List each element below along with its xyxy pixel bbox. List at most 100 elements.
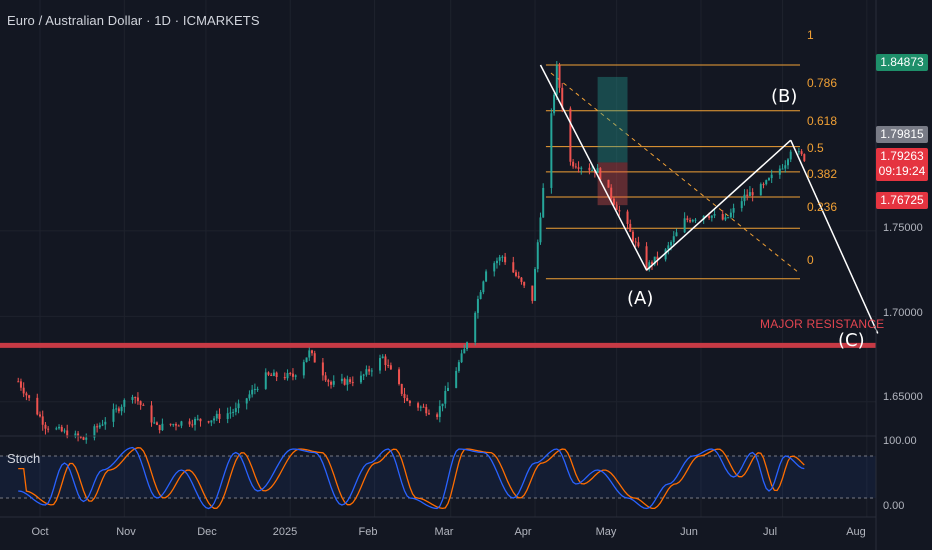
candle-body	[632, 232, 634, 242]
candle-body	[482, 281, 484, 292]
candle-body	[798, 151, 800, 152]
candle-body	[267, 372, 269, 374]
candle-body	[496, 261, 498, 263]
candle-body	[227, 413, 229, 419]
candle-body	[327, 380, 329, 382]
stop-price-tag: 1.76725	[876, 192, 928, 209]
candle-body	[477, 299, 479, 313]
candle-body	[235, 408, 237, 412]
stochastic-label: Stoch	[7, 451, 40, 466]
candle-body	[461, 353, 463, 362]
fib-level-label: 0.382	[807, 167, 837, 181]
candle-body	[382, 357, 384, 359]
candle-body	[102, 424, 104, 425]
candle-body	[273, 373, 275, 376]
candle-body	[733, 208, 735, 213]
candle-body	[229, 413, 231, 414]
x-tick-label: Nov	[116, 526, 136, 538]
candle-body	[208, 421, 210, 422]
candle-body	[782, 169, 784, 170]
candle-body	[629, 224, 631, 232]
candle-body	[199, 419, 201, 421]
candle-body	[787, 159, 789, 165]
candle-body	[428, 413, 430, 414]
candle-body	[153, 422, 155, 423]
candle-body	[537, 242, 539, 269]
candle-body	[743, 195, 745, 201]
candle-body	[637, 242, 639, 246]
major-resistance-label: MAJOR RESISTANCE	[760, 317, 884, 331]
candle-body	[55, 428, 57, 429]
chart-title: Euro / Australian Dollar · 1D · ICMARKET…	[7, 13, 260, 28]
candle-body	[333, 381, 335, 385]
candle-body	[444, 391, 446, 404]
candle-body	[368, 369, 370, 371]
candle-body	[363, 375, 365, 376]
candle-body	[542, 188, 544, 217]
candle-body	[23, 388, 25, 394]
last-price-tag: 1.79263 09:19:24	[876, 148, 928, 181]
candle-body	[232, 412, 234, 413]
candle-body	[159, 425, 161, 430]
x-tick-label: Aug	[846, 526, 866, 538]
candle-body	[550, 113, 552, 188]
candle-body	[591, 170, 593, 171]
candle-body	[156, 422, 158, 424]
candle-body	[134, 397, 136, 398]
candle-body	[692, 220, 694, 222]
candle-body	[365, 369, 367, 374]
candle-body	[458, 362, 460, 371]
x-tick-label: Mar	[435, 526, 454, 538]
candle-body	[276, 373, 278, 377]
candle-body	[403, 394, 405, 398]
candle-body	[436, 414, 438, 417]
candle-body	[670, 242, 672, 245]
candle-body	[216, 414, 218, 419]
candle-body	[730, 213, 732, 218]
candle-body	[695, 220, 697, 221]
candle-body	[96, 426, 98, 427]
candle-body	[387, 365, 389, 366]
candle-body	[20, 381, 22, 387]
fib-level-label: 1	[807, 28, 814, 42]
candle-body	[689, 220, 691, 222]
candle-body	[534, 269, 536, 301]
candle-body	[131, 397, 133, 400]
candle-body	[613, 199, 615, 205]
stoch-tick-label: 100.00	[883, 435, 917, 447]
candle-body	[118, 408, 120, 411]
candle-body	[303, 362, 305, 375]
candle-body	[238, 403, 240, 408]
candle-body	[455, 371, 457, 388]
candle-body	[140, 401, 142, 405]
candle-body	[512, 262, 514, 272]
candle-body	[344, 379, 346, 385]
target-price-tag: 1.84873	[876, 54, 928, 71]
candle-body	[523, 282, 525, 286]
candle-body	[360, 376, 362, 383]
candle-body	[741, 201, 743, 208]
candle-body	[349, 379, 351, 382]
candle-body	[257, 389, 259, 390]
candle-body	[539, 217, 541, 242]
candle-body	[474, 313, 476, 342]
candle-body	[175, 424, 177, 425]
candle-body	[161, 424, 163, 430]
candle-body	[172, 424, 174, 425]
candle-body	[803, 154, 805, 161]
fib-level-label: 0.5	[807, 141, 824, 155]
candle-body	[63, 430, 65, 431]
candle-body	[306, 358, 308, 363]
candle-body	[667, 245, 669, 249]
candle-body	[384, 357, 386, 366]
candle-body	[588, 168, 590, 171]
y-tick-label: 1.75000	[883, 222, 923, 234]
candle-body	[423, 407, 425, 408]
fib-level-label: 0	[807, 253, 814, 267]
candle-body	[17, 381, 19, 382]
candle-body	[559, 65, 561, 88]
candle-body	[210, 420, 212, 422]
candle-body	[686, 218, 688, 220]
candle-body	[191, 424, 193, 425]
